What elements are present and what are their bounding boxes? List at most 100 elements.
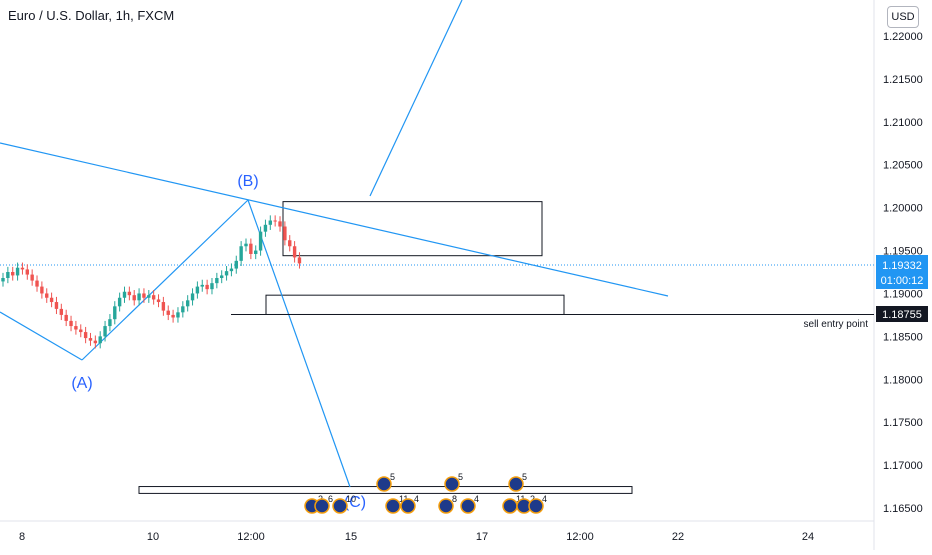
eu-flag-icon xyxy=(314,498,330,514)
candle-body xyxy=(283,226,287,241)
candle-body xyxy=(59,308,64,315)
current-price-value: 1.19332 xyxy=(882,260,922,272)
eu-flag-icon xyxy=(444,476,460,492)
currency-button[interactable]: USD xyxy=(887,6,919,28)
candle-body xyxy=(142,293,146,298)
candle-body xyxy=(239,246,243,261)
event-count-label: 5 xyxy=(522,472,527,482)
zone-rectangle xyxy=(282,201,543,257)
time-tick-label: 10 xyxy=(147,531,159,543)
candle-body xyxy=(224,271,229,276)
candle-body xyxy=(210,283,214,290)
zone-drawings[interactable] xyxy=(138,201,633,494)
candle-body xyxy=(181,306,185,313)
candle-body xyxy=(49,297,54,303)
wave-label-c: (C) xyxy=(344,494,366,511)
candle-body xyxy=(215,278,219,284)
candle-body xyxy=(288,240,292,247)
eu-flag-icon xyxy=(438,498,454,514)
time-axis[interactable]: 8 10 12:00 15 17 12:00 22 24 xyxy=(0,520,874,543)
price-tick-label: 1.17500 xyxy=(883,417,923,429)
candle-body xyxy=(147,295,151,298)
price-tick-label: 1.19000 xyxy=(883,288,923,300)
event-count-label: 8 xyxy=(452,494,457,504)
price-axis[interactable]: 1.22000 1.21500 1.21000 1.20500 1.20000 1.195… xyxy=(883,31,923,515)
candle-body xyxy=(254,250,258,254)
candle-body xyxy=(122,291,127,298)
projection-line[interactable] xyxy=(369,0,463,197)
candle-body xyxy=(98,336,102,344)
sell-entry-label: sell entry point xyxy=(804,319,869,330)
candle-body xyxy=(117,297,122,307)
event-count-label: 6 xyxy=(328,494,333,504)
candle-body xyxy=(79,329,83,333)
event-count-label: 2 xyxy=(530,494,535,504)
candle-body xyxy=(25,269,29,275)
candle-body xyxy=(6,272,10,279)
candle-body xyxy=(151,295,156,300)
candle-body xyxy=(83,332,88,339)
event-count-label: 5 xyxy=(458,472,463,482)
candle-body xyxy=(132,295,136,301)
candle-body xyxy=(234,260,238,269)
candle-body xyxy=(1,278,5,282)
candle-body xyxy=(278,221,282,227)
candle-body xyxy=(54,302,59,309)
candle-body xyxy=(137,293,141,301)
candle-body xyxy=(69,320,73,327)
candle-body xyxy=(200,284,204,287)
trendline-drawings[interactable] xyxy=(0,0,669,488)
candle-body xyxy=(127,291,132,296)
candle-body xyxy=(35,280,39,287)
price-tick-label: 1.19500 xyxy=(883,246,923,258)
eu-flag-icon xyxy=(385,498,401,514)
candle-body xyxy=(263,224,268,232)
price-tick-label: 1.16500 xyxy=(883,503,923,515)
candle-body xyxy=(292,246,297,258)
candle-body xyxy=(166,310,170,315)
candle-body xyxy=(15,267,20,276)
eu-flag-icon xyxy=(508,476,524,492)
wave-line-b-to-c[interactable] xyxy=(247,199,351,488)
time-tick-label: 8 xyxy=(19,531,25,543)
event-count-label: 5 xyxy=(390,472,395,482)
eu-flag-icon xyxy=(502,498,518,514)
entry-price-tag: 1.18755 xyxy=(876,306,928,322)
wave-label-b: (B) xyxy=(237,173,258,190)
candle-body xyxy=(108,319,112,327)
candle-body xyxy=(258,231,263,251)
time-tick-label: 12:00 xyxy=(237,531,265,543)
wave-label-a: (A) xyxy=(71,375,92,392)
economic-events[interactable]: 5552610114841124 xyxy=(304,472,547,514)
candle-body xyxy=(176,312,180,318)
candle-body xyxy=(20,267,25,270)
candle-body xyxy=(30,274,34,281)
wave-line-to-a[interactable] xyxy=(0,311,83,361)
event-count-label: 4 xyxy=(474,494,479,504)
candles xyxy=(1,215,302,349)
event-count-label: 11 xyxy=(516,494,525,504)
event-count-label: 4 xyxy=(542,494,547,504)
price-tick-label: 1.17000 xyxy=(883,460,923,472)
eu-flag-icon xyxy=(528,498,544,514)
candle-body xyxy=(113,306,117,320)
candle-body xyxy=(103,326,107,337)
candle-body xyxy=(195,286,200,294)
time-tick-label: 24 xyxy=(802,531,814,543)
candle-body xyxy=(40,286,44,294)
candle-body xyxy=(45,293,49,298)
candle-body xyxy=(64,314,68,321)
wave-line-a-to-b[interactable] xyxy=(81,199,249,361)
price-tick-label: 1.20000 xyxy=(883,203,923,215)
bar-countdown: 01:00:12 xyxy=(881,275,924,287)
zone-rectangle xyxy=(265,294,565,315)
event-count-label: 4 xyxy=(414,494,419,504)
candle-body xyxy=(268,220,272,225)
price-tick-label: 1.20500 xyxy=(883,160,923,172)
candle-body xyxy=(229,268,234,272)
candle-body xyxy=(93,340,98,344)
candle-body xyxy=(161,302,166,311)
resistance-trendline[interactable] xyxy=(0,142,669,297)
